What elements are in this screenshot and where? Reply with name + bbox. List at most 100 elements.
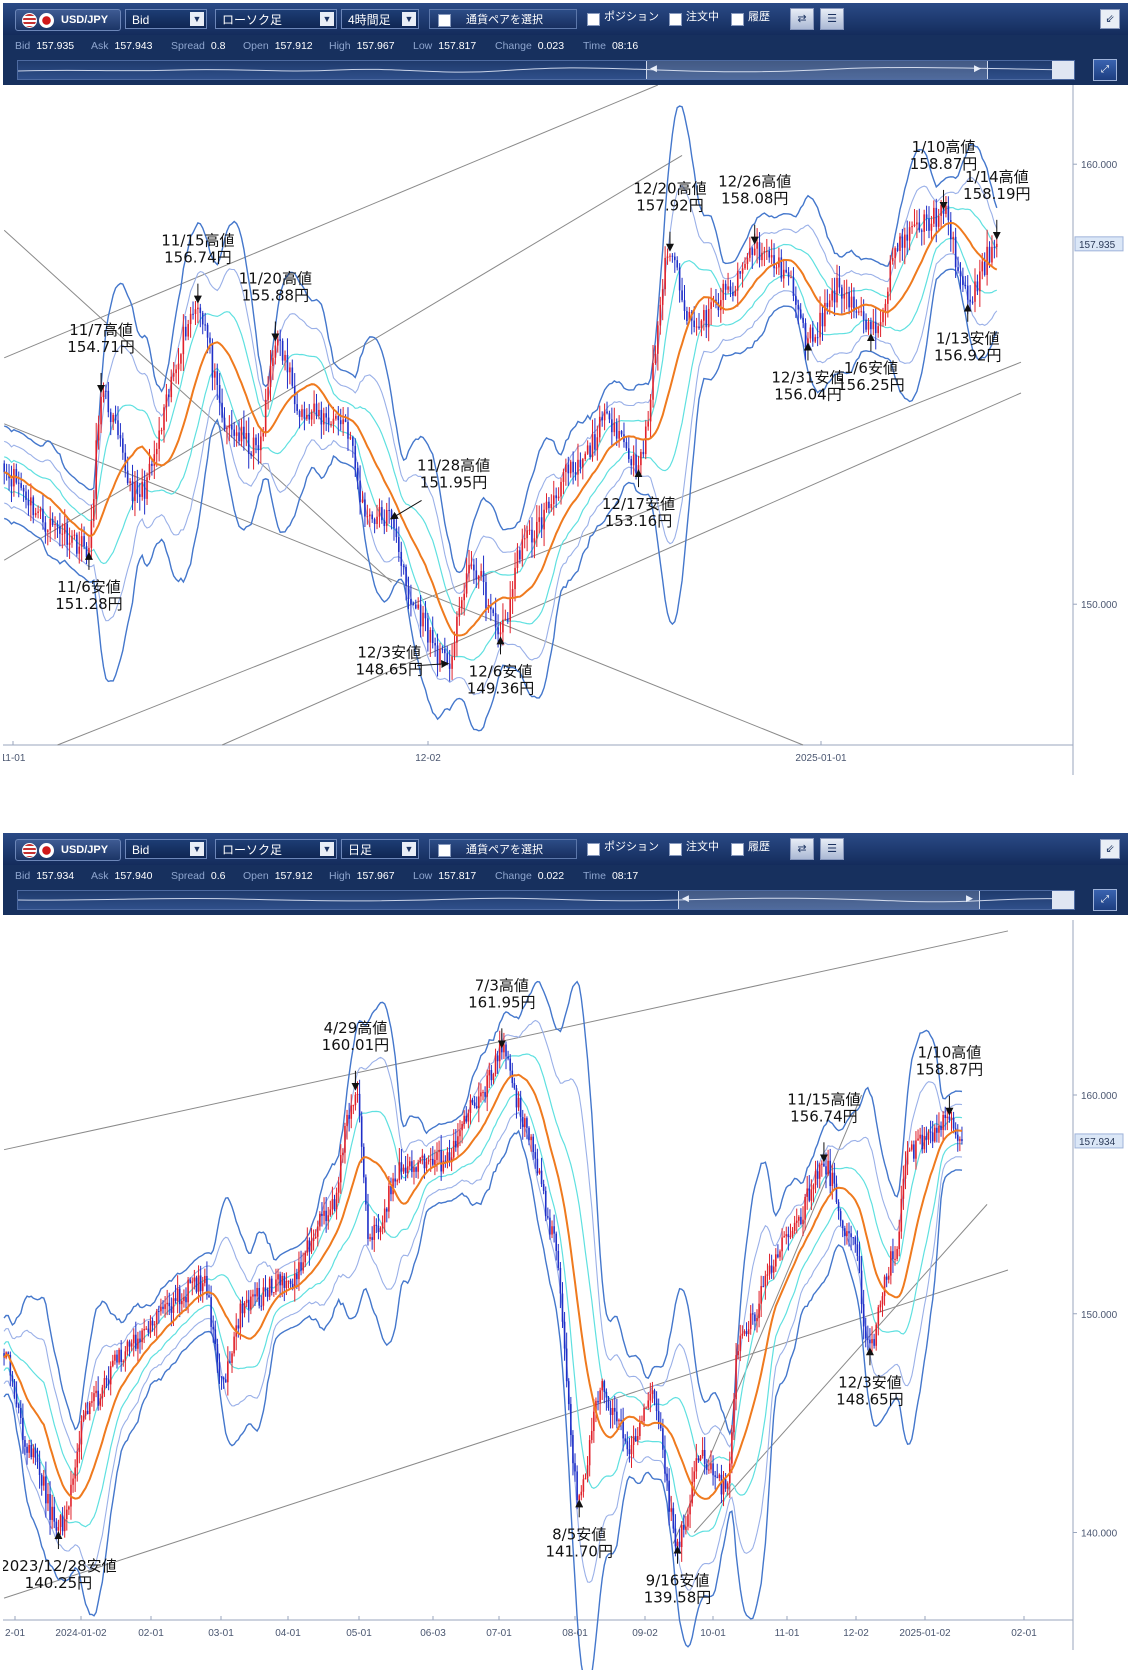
orders-checkbox[interactable] — [669, 13, 682, 26]
nav-right-arrow-icon[interactable]: ▶ — [974, 63, 981, 73]
select-pair-checkbox[interactable] — [438, 14, 451, 27]
candle-down — [122, 438, 124, 453]
candle-down — [410, 599, 412, 605]
candle-up — [141, 481, 144, 497]
candle-up — [164, 1304, 166, 1309]
candle-down — [30, 1445, 33, 1458]
candle-down — [901, 236, 904, 248]
time-navigator[interactable]: ◀ ▶ — [17, 60, 1075, 80]
candle-up — [687, 1514, 689, 1527]
candle-up — [503, 1044, 505, 1053]
candle-up — [718, 1474, 721, 1478]
candle-up — [516, 550, 519, 568]
candle-up — [670, 1508, 673, 1512]
candle-up — [695, 1458, 698, 1472]
candle-down — [816, 1171, 819, 1179]
chart-settings-button[interactable]: ⇄ — [790, 838, 814, 860]
trendline-3 — [693, 1204, 988, 1533]
candle-up — [130, 1343, 133, 1347]
candle-down — [921, 1134, 924, 1150]
candle-up — [710, 1463, 712, 1470]
candle-down — [247, 1299, 250, 1310]
navigator-window[interactable] — [678, 891, 980, 909]
candle-up — [74, 1467, 76, 1479]
annotation-value: 153.16円 — [605, 512, 673, 530]
orders-checkbox[interactable] — [669, 843, 682, 856]
candle-down — [192, 313, 194, 315]
currency-pair-button[interactable]: USD/JPY — [15, 839, 121, 861]
select-pair-button[interactable]: 通貨ペアを選択 — [429, 839, 577, 859]
candle-up — [746, 257, 749, 264]
nav-left-arrow-icon[interactable]: ◀ — [650, 63, 657, 73]
candle-down — [572, 1435, 574, 1464]
band-3sigma-upper — [3, 980, 963, 1436]
price-type-select[interactable]: Bid ▼ — [125, 839, 207, 859]
candle-up — [177, 363, 180, 370]
sma-line — [3, 221, 998, 637]
chart-list-button[interactable]: ☰ — [820, 8, 844, 30]
candle-up — [743, 1331, 746, 1334]
x-tick-label: 02-01 — [138, 1628, 164, 1639]
navigator-tool-button[interactable]: ⤢ — [1093, 59, 1117, 81]
timeframe-select[interactable]: 4時間足 ▼ — [341, 9, 419, 29]
candle-up — [845, 292, 848, 294]
navigator-thumb[interactable] — [1052, 891, 1074, 909]
position-checkbox[interactable] — [587, 13, 600, 26]
annotation-value: 156.04円 — [774, 385, 842, 403]
chart-type-select[interactable]: ローソク足 ▼ — [215, 9, 337, 29]
candle-up — [511, 589, 514, 598]
candle-down — [850, 1233, 852, 1238]
candle-down — [195, 1277, 198, 1292]
chart-type-select[interactable]: ローソク足 ▼ — [215, 839, 337, 859]
position-checkbox[interactable] — [587, 843, 600, 856]
candle-down — [53, 1506, 56, 1522]
candle-up — [201, 1283, 204, 1292]
collapse-icon[interactable]: ⇙ — [1100, 839, 1120, 859]
candle-down — [957, 267, 959, 272]
candle-up — [84, 1410, 87, 1416]
chart-toolbar: USD/JPY Bid ▼ ローソク足 ▼ 4時間足 ▼ 通貨ペアを選択 ポジシ… — [3, 3, 1128, 36]
navigator-thumb[interactable] — [1052, 61, 1074, 79]
candle-up — [766, 1274, 769, 1276]
candle-up — [477, 576, 480, 580]
candle-up — [158, 430, 160, 449]
candle-down — [683, 300, 686, 311]
candle-up — [419, 1157, 422, 1163]
candle-up — [68, 1506, 70, 1510]
candle-up — [141, 1330, 143, 1343]
candle-up — [252, 1294, 254, 1297]
navigator-window[interactable] — [646, 61, 988, 79]
candle-down — [892, 1251, 894, 1260]
chart-settings-button[interactable]: ⇄ — [790, 8, 814, 30]
open-label: Open — [243, 870, 269, 882]
history-checkbox[interactable] — [731, 13, 744, 26]
jp-flag-icon — [39, 843, 54, 858]
candle-up — [523, 538, 526, 540]
select-pair-checkbox[interactable] — [438, 844, 451, 857]
candle-down — [230, 425, 233, 430]
candle-up — [100, 396, 102, 425]
nav-left-arrow-icon[interactable]: ◀ — [682, 893, 689, 903]
candle-down — [624, 1438, 627, 1442]
candle-up — [450, 1157, 453, 1163]
collapse-icon[interactable]: ⇙ — [1100, 9, 1120, 29]
candle-up — [95, 1390, 97, 1394]
candle-up — [603, 411, 606, 421]
chart-list-button[interactable]: ☰ — [820, 838, 844, 860]
time-navigator[interactable]: ◀ ▶ — [17, 890, 1075, 910]
nav-right-arrow-icon[interactable]: ▶ — [966, 893, 973, 903]
navigator-tool-button[interactable]: ⤢ — [1093, 889, 1117, 911]
candlestick-chart-4h[interactable]: 160.000 150.000 157.935 11-01 12-02 2025-01-0… — [3, 85, 1128, 825]
candle-up — [245, 1299, 248, 1303]
currency-pair-button[interactable]: USD/JPY — [15, 9, 121, 31]
candlestick-chart-daily[interactable]: 160.000 150.000 140.000 157.934 2-01 2024-01-… — [3, 920, 1128, 1670]
select-pair-button[interactable]: 通貨ペアを選択 — [429, 9, 577, 29]
candle-down — [787, 1234, 790, 1238]
timeframe-select[interactable]: 日足 ▼ — [341, 839, 419, 859]
price-type-select[interactable]: Bid ▼ — [125, 9, 207, 29]
candle-down — [402, 565, 405, 567]
candle-up — [659, 304, 662, 326]
chart-toolbar: USD/JPY Bid ▼ ローソク足 ▼ 日足 ▼ 通貨ペアを選択 ポジション… — [3, 833, 1128, 866]
candle-up — [707, 308, 710, 328]
history-checkbox[interactable] — [731, 843, 744, 856]
